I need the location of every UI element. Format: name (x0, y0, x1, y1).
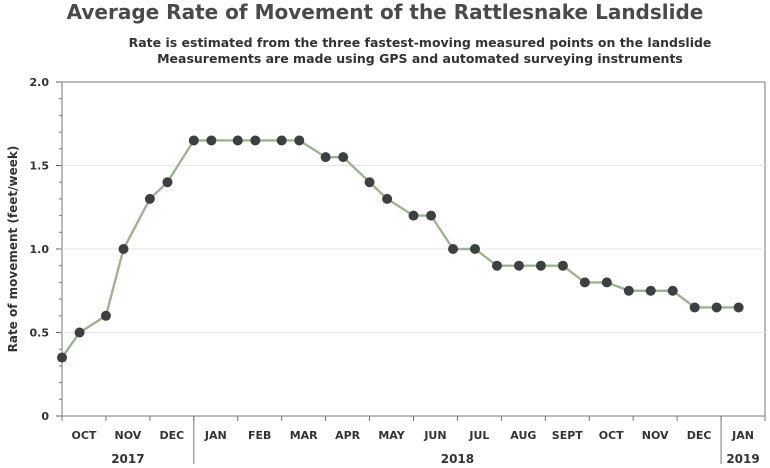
data-point (645, 285, 656, 296)
y-tick-label: 0 (41, 410, 49, 423)
data-point (408, 210, 419, 221)
x-axis: OCT NOV DEC JAN FEB MAR APR MAY JUN JUL AUG SEPT OCT… (61, 416, 766, 466)
x-tick-label: JAN (204, 429, 227, 442)
data-point (382, 193, 393, 204)
gridlines (62, 165, 765, 333)
x-tick-label: DEC (159, 429, 184, 442)
data-point (57, 352, 67, 363)
x-tick-label: MAR (290, 429, 318, 442)
chart-title: Average Rate of Movement of the Rattlesn… (66, 0, 704, 24)
x-year-label: 2017 (111, 452, 144, 466)
x-tick-label: FEB (248, 429, 271, 442)
data-point (232, 135, 243, 146)
data-point (733, 302, 744, 313)
data-point (364, 177, 375, 188)
x-tick-label: JUN (423, 429, 446, 442)
x-tick-label: MAY (378, 429, 405, 442)
x-tick-label: DEC (687, 429, 712, 442)
y-axis: 0 0.5 1.0 1.5 2.0 (30, 76, 62, 423)
data-point (250, 135, 261, 146)
data-point (162, 177, 173, 188)
data-point (557, 260, 568, 271)
data-point (448, 244, 459, 254)
y-tick-label: 2.0 (30, 76, 50, 89)
x-tick-label: OCT (72, 429, 97, 442)
data-point (535, 260, 546, 271)
data-point (579, 277, 590, 288)
data-point (74, 327, 85, 338)
x-tick-label: AUG (510, 429, 536, 442)
x-tick-label: OCT (599, 429, 624, 442)
y-tick-label: 0.5 (30, 327, 50, 340)
x-tick-label: NOV (642, 429, 669, 442)
x-tick-label: APR (335, 429, 361, 442)
x-tick-label: NOV (115, 429, 142, 442)
chart-subtitle-2: Measurements are made using GPS and auto… (157, 51, 683, 66)
x-tick-label: JAN (731, 429, 754, 442)
x-tick-label: JUL (468, 429, 489, 442)
data-point (188, 135, 199, 146)
data-point (100, 310, 111, 321)
data-point (426, 210, 437, 221)
x-year-label: 2018 (441, 452, 474, 466)
data-point (276, 135, 287, 146)
chart-subtitle-1: Rate is estimated from the three fastest… (128, 35, 712, 50)
data-point (667, 285, 678, 296)
x-year-label: 2019 (726, 452, 759, 466)
data-point (144, 193, 155, 204)
data-point (338, 152, 349, 163)
data-point (206, 135, 217, 146)
x-tick-label: SEPT (552, 429, 583, 442)
data-point (470, 244, 481, 254)
data-point (623, 285, 634, 296)
y-axis-title: Rate of movement (feet/week) (6, 146, 20, 353)
data-point (689, 302, 700, 313)
data-point (513, 260, 524, 271)
data-point (320, 152, 331, 163)
data-point (601, 277, 612, 288)
data-point (491, 260, 502, 271)
y-tick-label: 1.5 (30, 160, 50, 173)
y-tick-label: 1.0 (30, 243, 50, 256)
series-points-group (57, 135, 744, 363)
data-point (294, 135, 305, 146)
data-point (118, 244, 129, 254)
data-point (711, 302, 722, 313)
